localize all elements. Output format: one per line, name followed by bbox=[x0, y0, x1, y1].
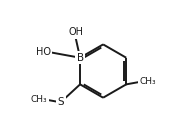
Text: OH: OH bbox=[68, 27, 83, 37]
Text: CH₃: CH₃ bbox=[140, 77, 156, 86]
Text: B: B bbox=[76, 53, 84, 63]
Text: CH₃: CH₃ bbox=[31, 95, 47, 104]
Text: HO: HO bbox=[36, 47, 51, 57]
Text: S: S bbox=[58, 97, 64, 107]
